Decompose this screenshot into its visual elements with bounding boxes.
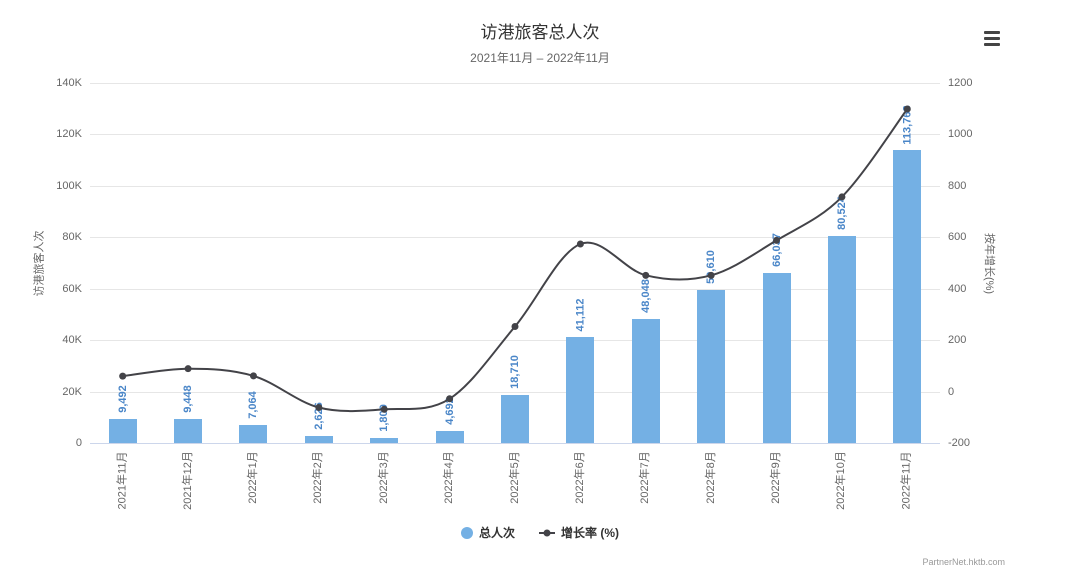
growth-rate-point-2022年3月[interactable]	[380, 405, 388, 413]
growth-rate-point-2022年5月[interactable]	[511, 323, 519, 331]
legend-item-total-visitors[interactable]: 总人次	[460, 524, 515, 541]
bar-2022年2月[interactable]	[304, 436, 333, 443]
bar-2022年1月[interactable]	[239, 424, 268, 443]
gridline	[90, 391, 940, 393]
gridline	[90, 134, 940, 136]
y-axis-right-tick-label: -200	[948, 437, 971, 449]
y-axis-left-tick-label: 140K	[56, 77, 82, 89]
legend-circle-icon	[460, 526, 473, 539]
x-axis-line	[90, 443, 940, 444]
gridline	[90, 83, 940, 84]
export-menu-icon[interactable]	[984, 31, 1002, 46]
x-axis-label: 2022年3月	[377, 451, 390, 504]
y-axis-right-tick-label: 1000	[948, 128, 973, 141]
y-axis-left-tick-label: 120K	[56, 128, 82, 141]
growth-rate-point-2022年8月[interactable]	[707, 271, 715, 279]
bar-value-label: 48,048	[639, 279, 652, 314]
y-axis-left-tick-label: 60K	[62, 282, 82, 295]
y-axis-left-tick-label: 40K	[62, 334, 82, 347]
bar-2022年9月[interactable]	[762, 273, 791, 443]
gridline	[90, 185, 940, 187]
bar-2022年6月[interactable]	[566, 337, 595, 443]
growth-rate-point-2021年12月[interactable]	[184, 365, 192, 373]
chart-title: 访港旅客总人次	[480, 23, 600, 42]
menu-bar	[984, 31, 1000, 34]
growth-rate-point-2022年4月[interactable]	[446, 395, 454, 403]
growth-rate-point-2022年1月[interactable]	[249, 372, 257, 380]
bar-value-label: 9,492	[116, 384, 129, 413]
bar-value-label: 41,112	[574, 298, 587, 332]
bar-value-label: 80,524	[835, 196, 848, 230]
bar-2022年11月[interactable]	[893, 150, 922, 443]
bar-value-label: 7,064	[247, 391, 260, 419]
y-axis-right-tick-label: 0	[948, 385, 955, 398]
menu-bar	[984, 37, 1000, 40]
y-axis-right-tick-label: 400	[948, 282, 967, 295]
bar-2022年7月[interactable]	[631, 319, 660, 443]
growth-rate-point-2022年7月[interactable]	[642, 271, 650, 279]
legend-line-marker-icon	[539, 529, 555, 536]
x-axis-label: 2022年2月	[312, 451, 325, 504]
gridline	[90, 340, 940, 342]
y-axis-right-tick-label: 800	[948, 179, 967, 192]
growth-rate-point-2022年10月[interactable]	[838, 193, 846, 201]
y-axis-right-tick-label: 600	[948, 231, 967, 244]
bar-value-label: 9,448	[181, 384, 194, 413]
credits-link[interactable]: PartnerNet.hktb.com	[922, 557, 1005, 567]
bar-2022年4月[interactable]	[435, 430, 464, 443]
y-axis-right-tick-label: 200	[948, 334, 967, 347]
x-axis-label: 2022年10月	[835, 451, 848, 510]
bar-2022年5月[interactable]	[501, 394, 529, 443]
x-axis-label: 2022年1月	[246, 451, 259, 504]
menu-bar	[984, 43, 1000, 46]
gridline	[90, 237, 940, 239]
x-axis-label: 2022年9月	[769, 451, 782, 504]
growth-rate-point-2021年11月[interactable]	[119, 372, 127, 380]
x-axis-label: 2021年11月	[116, 451, 129, 509]
x-axis-label: 2022年6月	[573, 451, 586, 504]
y-axis-left-tick-label: 0	[75, 437, 82, 449]
y-axis-right-tick-label: 1200	[948, 77, 973, 89]
x-axis-label: 2022年4月	[442, 451, 455, 504]
bar-2022年10月[interactable]	[827, 235, 856, 443]
bar-2021年11月[interactable]	[108, 418, 137, 443]
growth-rate-point-2022年11月[interactable]	[903, 105, 911, 113]
growth-rate-point-2022年9月[interactable]	[773, 236, 781, 244]
gridline	[90, 288, 940, 290]
legend-label: 总人次	[478, 526, 515, 540]
growth-rate-point-2022年6月[interactable]	[576, 240, 584, 248]
x-axis-label: 2022年11月	[900, 451, 913, 509]
bar-2021年12月[interactable]	[174, 418, 203, 443]
x-axis-label: 2021年12月	[181, 451, 194, 510]
x-axis-label: 2022年8月	[704, 451, 717, 504]
legend-item-growth-rate[interactable]: 增长率 (%)	[539, 524, 619, 541]
x-axis-label: 2022年5月	[508, 451, 521, 504]
y-axis-left-tick-label: 20K	[62, 385, 82, 398]
legend-label: 增长率 (%)	[561, 526, 619, 540]
bar-value-label: 18,710	[508, 355, 521, 389]
bar-2022年3月[interactable]	[370, 438, 399, 443]
legend: 总人次 增长率 (%)	[0, 524, 1080, 541]
chart-subtitle: 2021年11月 – 2022年11月	[470, 51, 610, 65]
bar-2022年8月[interactable]	[697, 289, 726, 443]
x-axis-label: 2022年7月	[639, 451, 652, 504]
right-axis-title: 按年增长(%)	[982, 232, 995, 294]
y-axis-left-tick-label: 100K	[56, 179, 82, 192]
y-axis-left-tick-label: 80K	[62, 231, 82, 244]
growth-rate-point-2022年2月[interactable]	[315, 404, 323, 412]
